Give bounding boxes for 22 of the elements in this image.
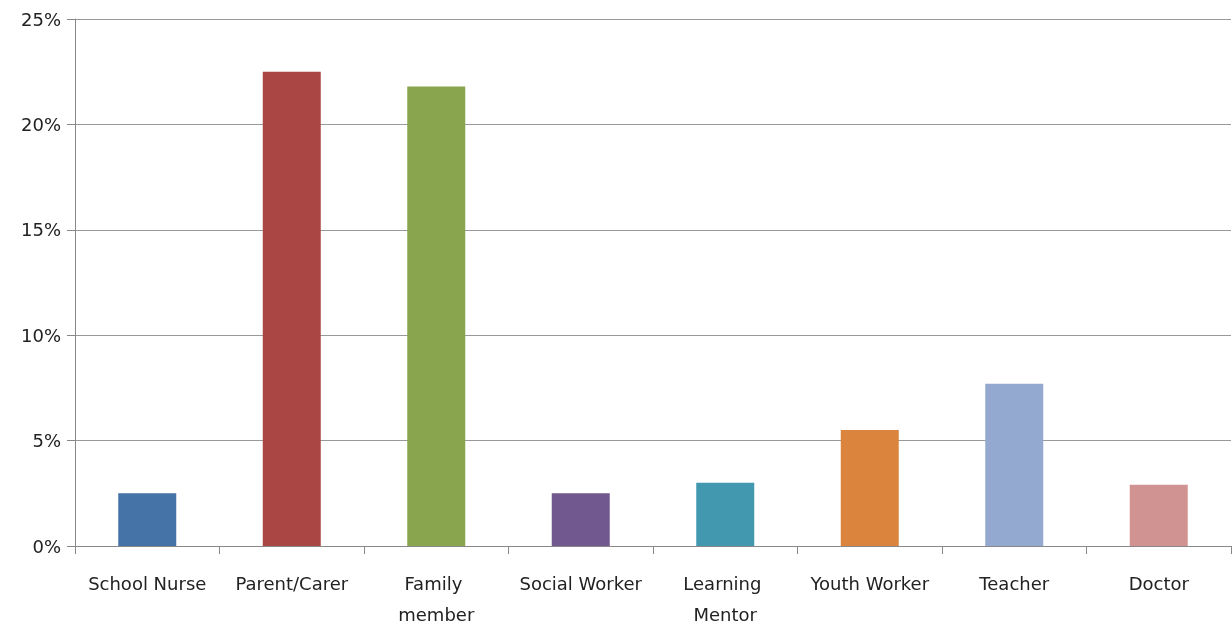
x-tick-label: Family member <box>398 573 475 625</box>
bar <box>840 430 899 546</box>
y-tick-label: 15% <box>20 219 61 241</box>
x-tick-label: Teacher <box>978 573 1050 594</box>
bar <box>262 71 321 546</box>
x-tick-label: Parent/Carer <box>235 573 349 594</box>
y-tick-label: 10% <box>20 324 61 346</box>
x-tick-label: Social Worker <box>519 573 643 594</box>
bar <box>551 493 610 546</box>
y-tick-label: 25% <box>20 8 61 30</box>
bar <box>118 493 177 546</box>
y-tick-label: 20% <box>20 113 61 135</box>
bar <box>696 482 755 546</box>
x-tick-label: School Nurse <box>88 573 207 594</box>
y-tick-label: 0% <box>32 535 61 557</box>
bar <box>985 383 1044 546</box>
x-tick-label: Doctor <box>1128 573 1190 594</box>
x-tick-label: Youth Worker <box>809 573 930 594</box>
bar <box>1129 484 1188 546</box>
y-tick-label: 5% <box>32 430 61 452</box>
bar <box>407 86 466 546</box>
x-tick-label: Learning Mentor <box>683 573 768 625</box>
